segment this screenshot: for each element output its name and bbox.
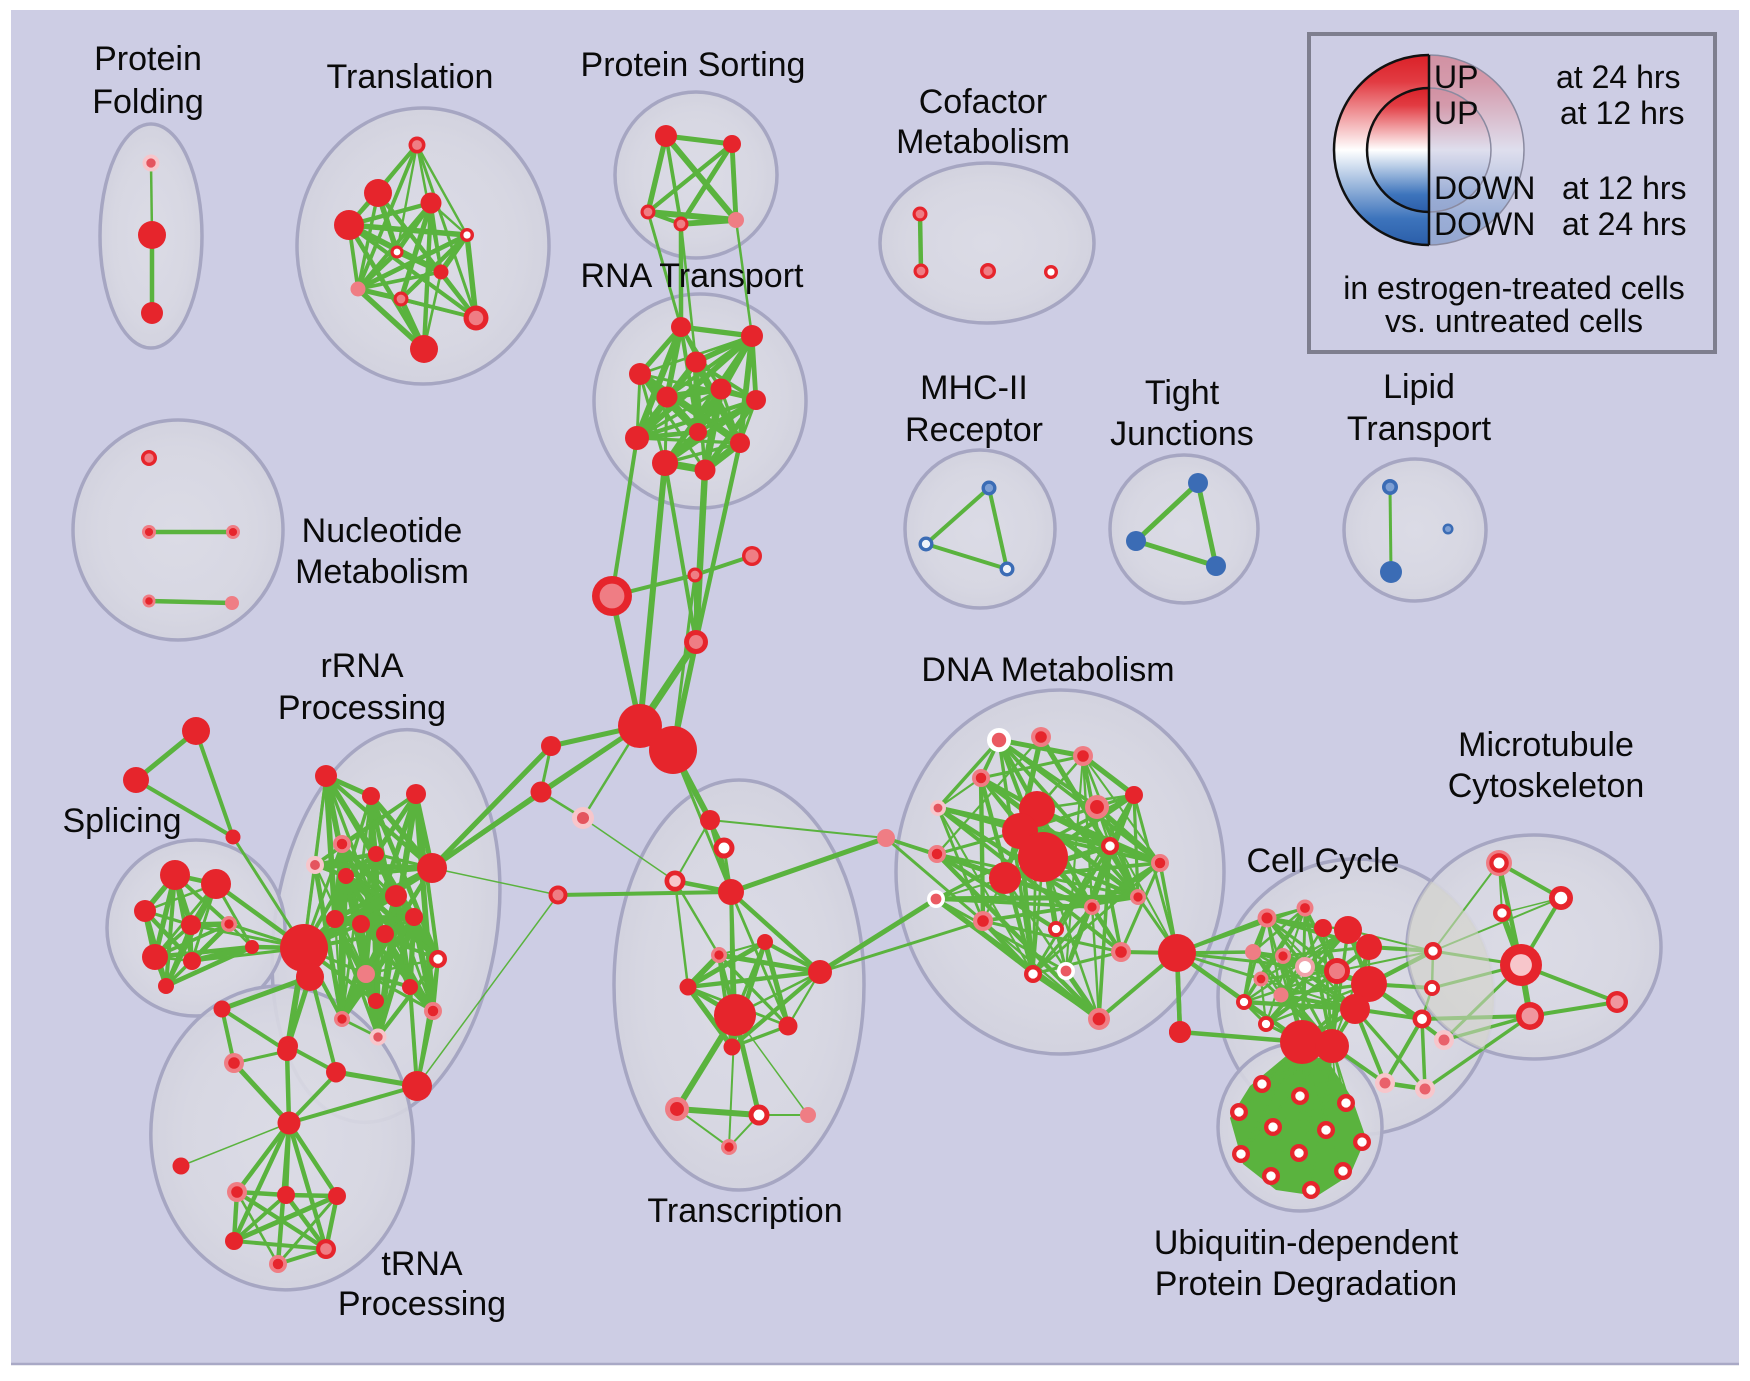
svg-text:tRNA: tRNA <box>381 1245 463 1283</box>
svg-text:UP: UP <box>1434 95 1478 131</box>
svg-text:DOWN: DOWN <box>1434 170 1535 206</box>
svg-text:Splicing: Splicing <box>62 802 181 840</box>
svg-text:Processing: Processing <box>338 1285 506 1323</box>
svg-text:Tight: Tight <box>1145 374 1220 412</box>
svg-text:at 24 hrs: at 24 hrs <box>1556 59 1681 95</box>
svg-text:Microtubule: Microtubule <box>1458 726 1634 764</box>
svg-text:Protein Degradation: Protein Degradation <box>1155 1265 1457 1303</box>
svg-text:MHC-II: MHC-II <box>920 369 1028 407</box>
svg-text:Translation: Translation <box>327 58 494 96</box>
svg-text:Metabolism: Metabolism <box>896 123 1070 161</box>
svg-text:Receptor: Receptor <box>905 411 1043 449</box>
svg-text:UP: UP <box>1434 59 1478 95</box>
svg-text:Ubiquitin-dependent: Ubiquitin-dependent <box>1154 1224 1459 1262</box>
svg-text:Protein Sorting: Protein Sorting <box>581 46 806 84</box>
svg-text:at 12 hrs: at 12 hrs <box>1562 170 1687 206</box>
svg-text:Nucleotide: Nucleotide <box>302 512 463 550</box>
svg-text:Cofactor: Cofactor <box>919 83 1048 121</box>
svg-text:Processing: Processing <box>278 689 446 727</box>
svg-text:Protein: Protein <box>94 40 202 78</box>
svg-text:Folding: Folding <box>92 83 204 121</box>
svg-text:Metabolism: Metabolism <box>295 553 469 591</box>
svg-text:Junctions: Junctions <box>1110 415 1254 453</box>
svg-text:DOWN: DOWN <box>1434 206 1535 242</box>
svg-text:vs. untreated cells: vs. untreated cells <box>1385 303 1643 339</box>
svg-text:rRNA: rRNA <box>320 647 403 685</box>
svg-text:Cell Cycle: Cell Cycle <box>1246 842 1399 880</box>
svg-text:Transport: Transport <box>1347 410 1492 448</box>
svg-text:DNA Metabolism: DNA Metabolism <box>921 651 1174 689</box>
svg-text:in estrogen-treated cells: in estrogen-treated cells <box>1343 270 1685 306</box>
svg-text:RNA Transport: RNA Transport <box>581 257 805 295</box>
svg-text:Cytoskeleton: Cytoskeleton <box>1448 767 1645 805</box>
svg-text:Transcription: Transcription <box>647 1192 842 1230</box>
svg-text:at 24 hrs: at 24 hrs <box>1562 206 1687 242</box>
svg-text:at 12 hrs: at 12 hrs <box>1560 95 1685 131</box>
svg-text:Lipid: Lipid <box>1383 368 1455 406</box>
